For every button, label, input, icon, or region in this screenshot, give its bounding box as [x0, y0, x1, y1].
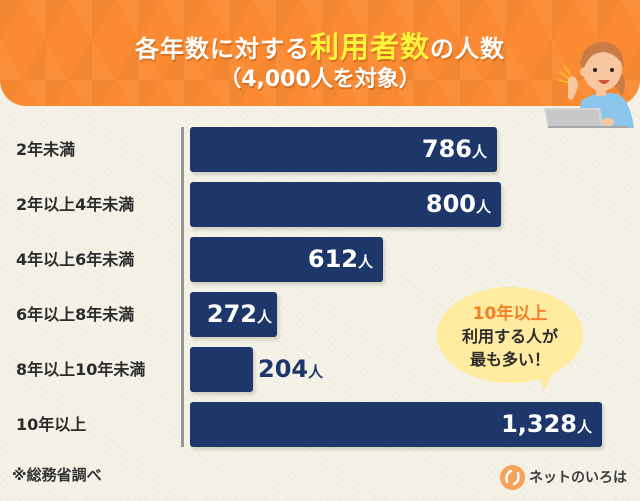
- title-prefix: 各年数に対する: [134, 35, 310, 63]
- title-suffix: の人数: [430, 35, 505, 63]
- category-label: 10年以上: [16, 415, 87, 434]
- bar-10y-over: [190, 402, 602, 447]
- bar-4y-6y: [190, 237, 383, 282]
- bar-6y-8y: [190, 292, 277, 337]
- chart-subtitle: （4,000人を対象）: [219, 67, 421, 92]
- site-logo: ネットのいろは: [500, 464, 627, 490]
- bar-value: 786人: [421, 135, 487, 163]
- bar-8y-10y: [190, 347, 253, 392]
- category-label: 2年以上4年未満: [16, 195, 135, 214]
- chart-title: 各年数に対する利用者数の人数: [0, 24, 640, 66]
- bar-value: 1,328人: [501, 410, 592, 438]
- bar-2y-under: [190, 127, 497, 172]
- category-label: 4年以上6年未満: [16, 250, 135, 269]
- callout-text: 最も多い！: [469, 350, 550, 369]
- callout-highlight: 10年以上: [472, 304, 548, 324]
- title-highlight: 利用者数: [309, 30, 430, 64]
- source-note: ※総務省調べ: [12, 466, 102, 484]
- bar-value: 204人: [258, 355, 324, 383]
- logo-text: ネットのいろは: [529, 470, 627, 486]
- callout-text: 利用する人が: [461, 327, 558, 346]
- category-label: 2年未満: [16, 140, 76, 159]
- title-banner: 各年数に対する利用者数の人数 （4,000人を対象）: [0, 0, 640, 106]
- y-axis-line: [181, 127, 184, 447]
- logo-icon: [500, 464, 525, 490]
- category-label: 8年以上10年未満: [16, 360, 146, 379]
- bar-2y-4y: [190, 182, 501, 227]
- woman-with-laptop-illustration: [544, 42, 634, 128]
- bar-value: 800人: [425, 190, 491, 218]
- bar-value: 272人: [206, 300, 272, 328]
- bar-value: 612人: [307, 245, 373, 273]
- category-label: 6年以上8年未満: [16, 305, 135, 324]
- callout-bubble: 10年以上 利用する人が 最も多い！: [437, 287, 583, 383]
